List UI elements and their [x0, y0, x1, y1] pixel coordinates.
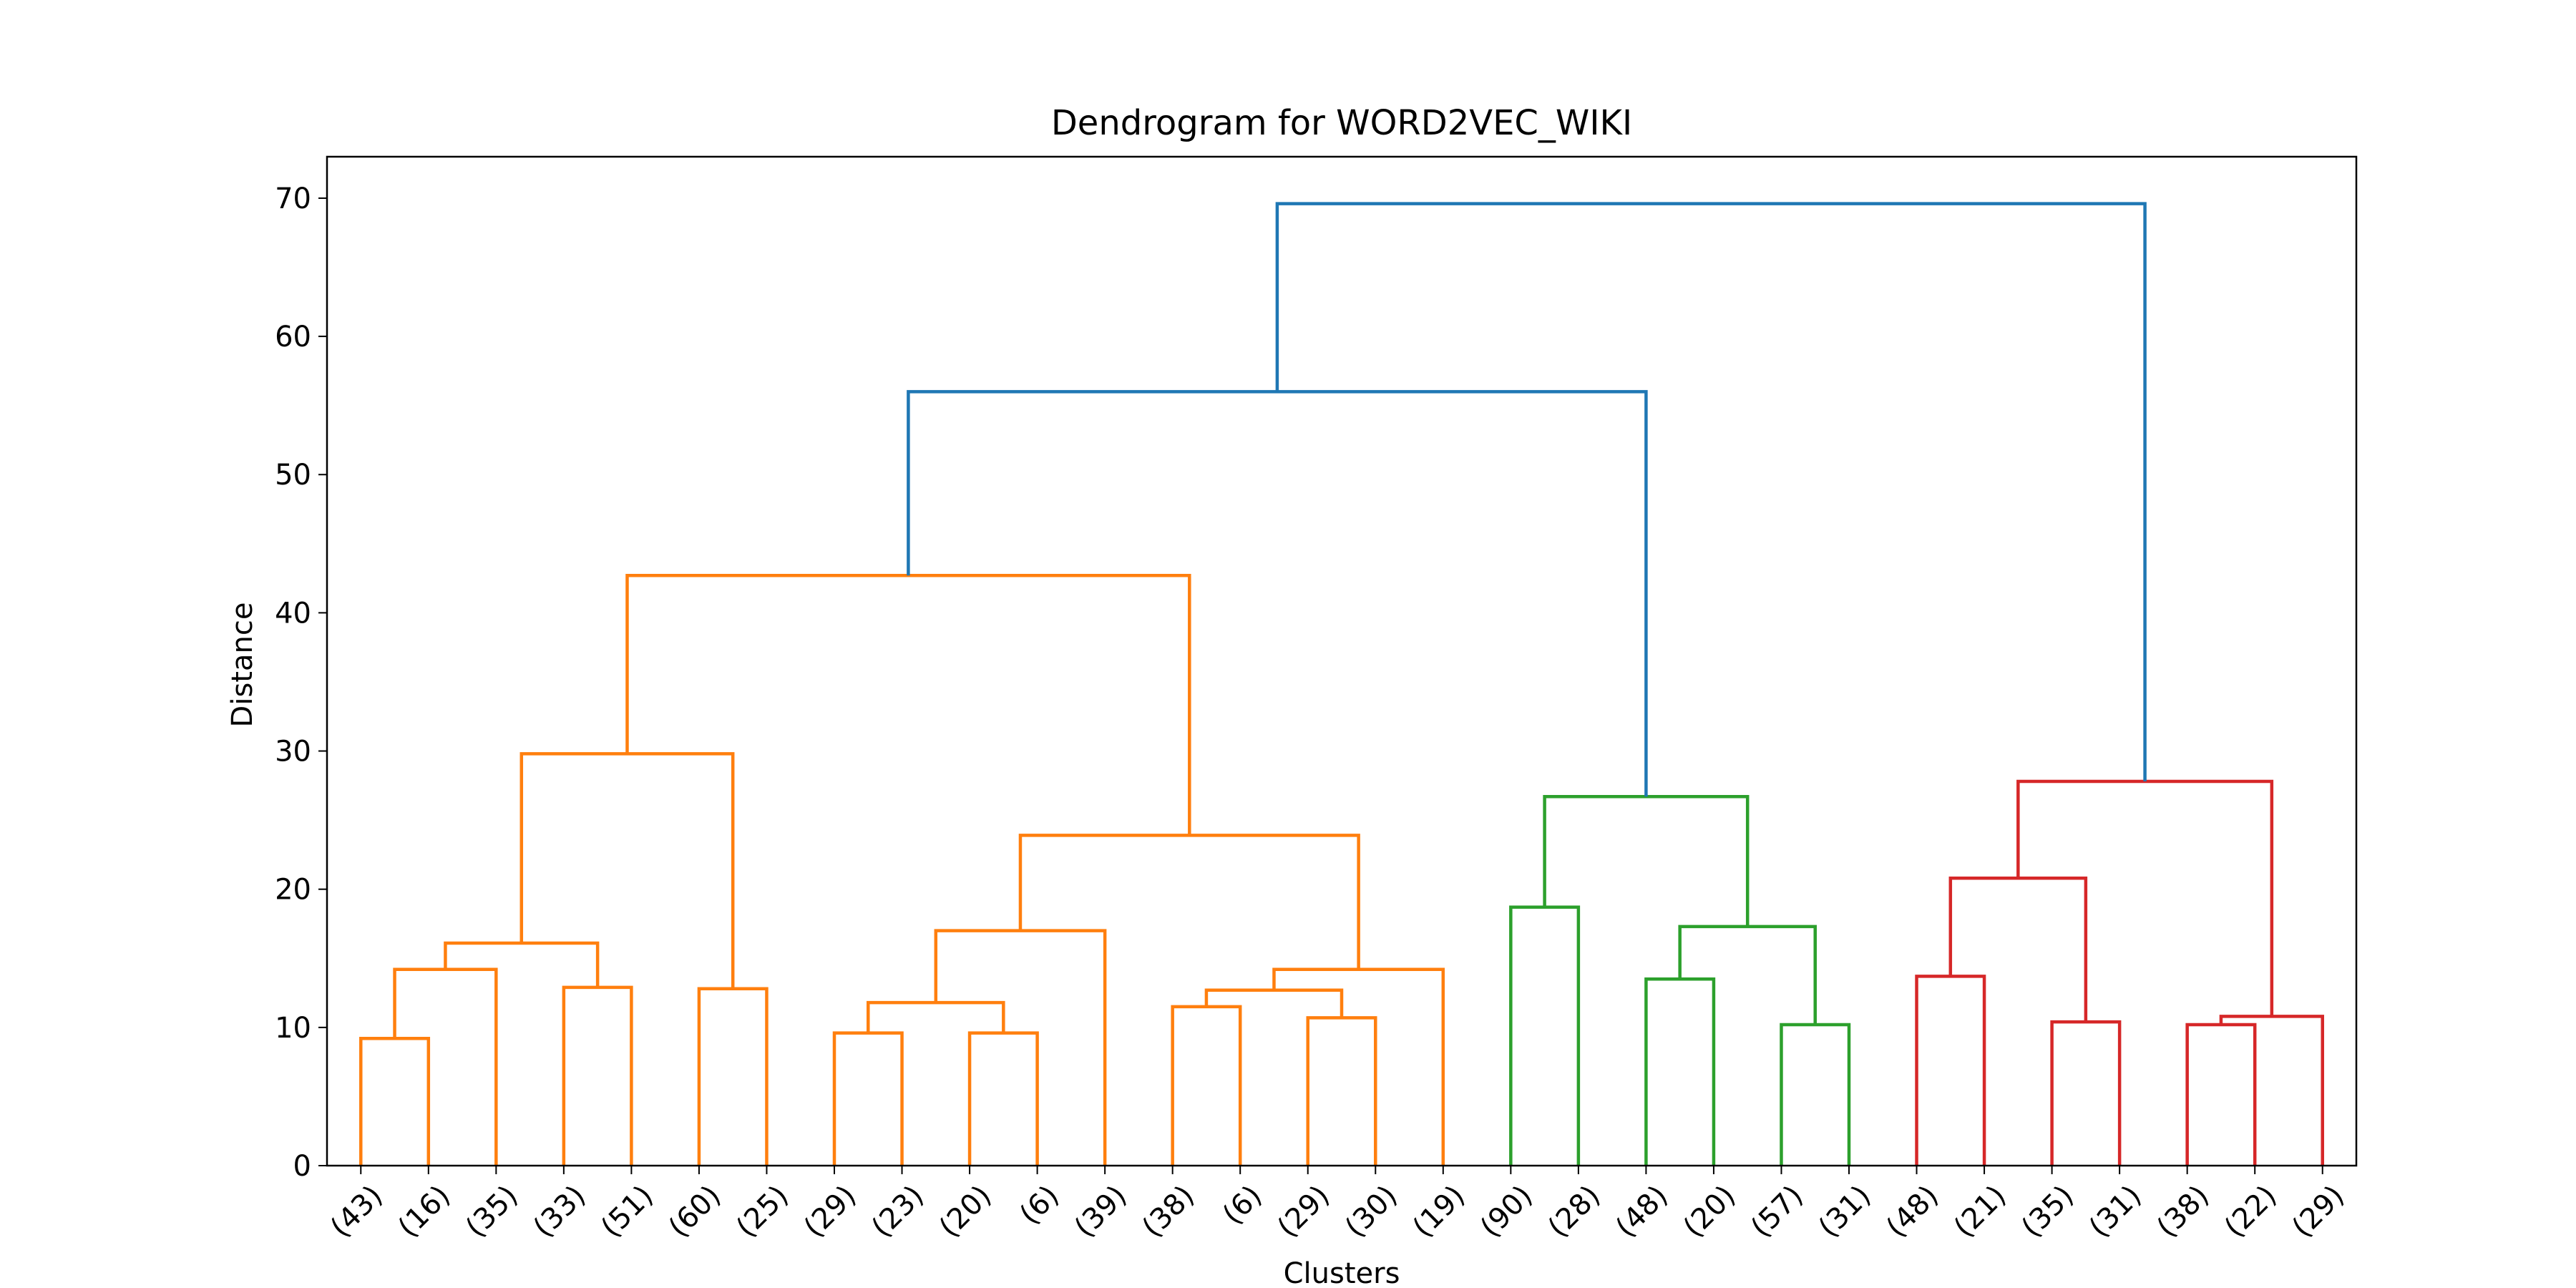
leaf-label: (20) [1677, 1179, 1742, 1244]
merge-link-27 [2016, 779, 2274, 1017]
merge-link-22 [1915, 975, 1986, 1166]
leaf-label: (6) [1216, 1179, 1269, 1231]
y-tick-label: 0 [293, 1150, 311, 1183]
merge-link-26 [2219, 1015, 2324, 1166]
leaf-label: (35) [2015, 1179, 2080, 1244]
leaf-label: (19) [1407, 1179, 1472, 1244]
merge-link-20 [1543, 795, 1750, 927]
leaf-label: (48) [1609, 1179, 1674, 1244]
leaf-label: (33) [527, 1179, 592, 1244]
leaf-label: (30) [1339, 1179, 1404, 1244]
merge-link-16 [1509, 905, 1581, 1166]
leaf-label: (16) [392, 1179, 457, 1244]
leaf-label: (38) [1136, 1179, 1201, 1244]
y-tick-label: 30 [275, 736, 311, 769]
leaf-label: (6) [1013, 1179, 1065, 1231]
merge-link-14 [1018, 834, 1360, 970]
leaf-label: (31) [1813, 1179, 1878, 1244]
leaf-label: (35) [459, 1179, 525, 1244]
y-tick-label: 50 [275, 459, 311, 492]
merge-link-21 [907, 390, 1648, 797]
y-tick-label: 40 [275, 597, 311, 630]
merge-link-18 [1780, 1023, 1851, 1166]
merge-link-3 [444, 941, 600, 987]
merge-link-1 [393, 967, 498, 1166]
merge-link-2 [562, 985, 633, 1166]
y-tick-label: 20 [275, 874, 311, 907]
leaf-label: (25) [730, 1179, 795, 1244]
merge-link-0 [359, 1037, 431, 1166]
merge-link-5 [519, 752, 735, 989]
merge-link-15 [625, 573, 1191, 836]
leaf-label: (38) [2151, 1179, 2216, 1244]
leaf-label: (51) [595, 1179, 660, 1244]
dendrogram-links [359, 202, 2324, 1166]
leaf-label: (28) [1542, 1179, 1607, 1244]
leaf-label: (31) [2083, 1179, 2148, 1244]
y-tick-label: 70 [275, 182, 311, 215]
leaf-label: (20) [933, 1179, 998, 1244]
chart-title: Dendrogram for WORD2VEC_WIKI [1051, 103, 1632, 143]
merge-link-10 [1171, 1005, 1242, 1166]
leaf-label: (23) [865, 1179, 930, 1244]
y-tick-label: 10 [275, 1012, 311, 1045]
leaf-label: (57) [1745, 1179, 1810, 1244]
merge-link-8 [867, 1000, 1005, 1033]
leaf-label: (90) [1474, 1179, 1539, 1244]
leaf-label: (29) [1272, 1179, 1337, 1244]
merge-link-23 [2050, 1020, 2122, 1166]
leaf-label: (29) [798, 1179, 863, 1244]
merge-link-12 [1204, 988, 1344, 1018]
merge-link-7 [967, 1031, 1039, 1166]
merge-link-24 [1948, 877, 2088, 1023]
leaf-label: (60) [663, 1179, 728, 1244]
merge-link-13 [1272, 967, 1445, 1166]
merge-link-4 [697, 987, 769, 1166]
leaf-label: (43) [324, 1179, 389, 1244]
y-tick-label: 60 [275, 321, 311, 353]
plot-area-frame [326, 155, 2358, 1167]
leaf-label: (48) [1880, 1179, 1945, 1244]
merge-link-17 [1644, 977, 1716, 1166]
y-axis-label: Distance [226, 602, 259, 728]
merge-link-19 [1678, 924, 1817, 1025]
leaf-label: (39) [1068, 1179, 1133, 1244]
merge-link-6 [832, 1031, 904, 1166]
x-axis-label: Clusters [1284, 1257, 1400, 1288]
merge-link-11 [1306, 1016, 1377, 1166]
merge-link-28 [1275, 202, 2147, 782]
leaf-label: (21) [1948, 1179, 2013, 1244]
leaf-label: (22) [2218, 1179, 2283, 1244]
leaf-label: (29) [2286, 1179, 2351, 1244]
merge-link-9 [934, 929, 1107, 1166]
merge-link-25 [2185, 1023, 2257, 1166]
